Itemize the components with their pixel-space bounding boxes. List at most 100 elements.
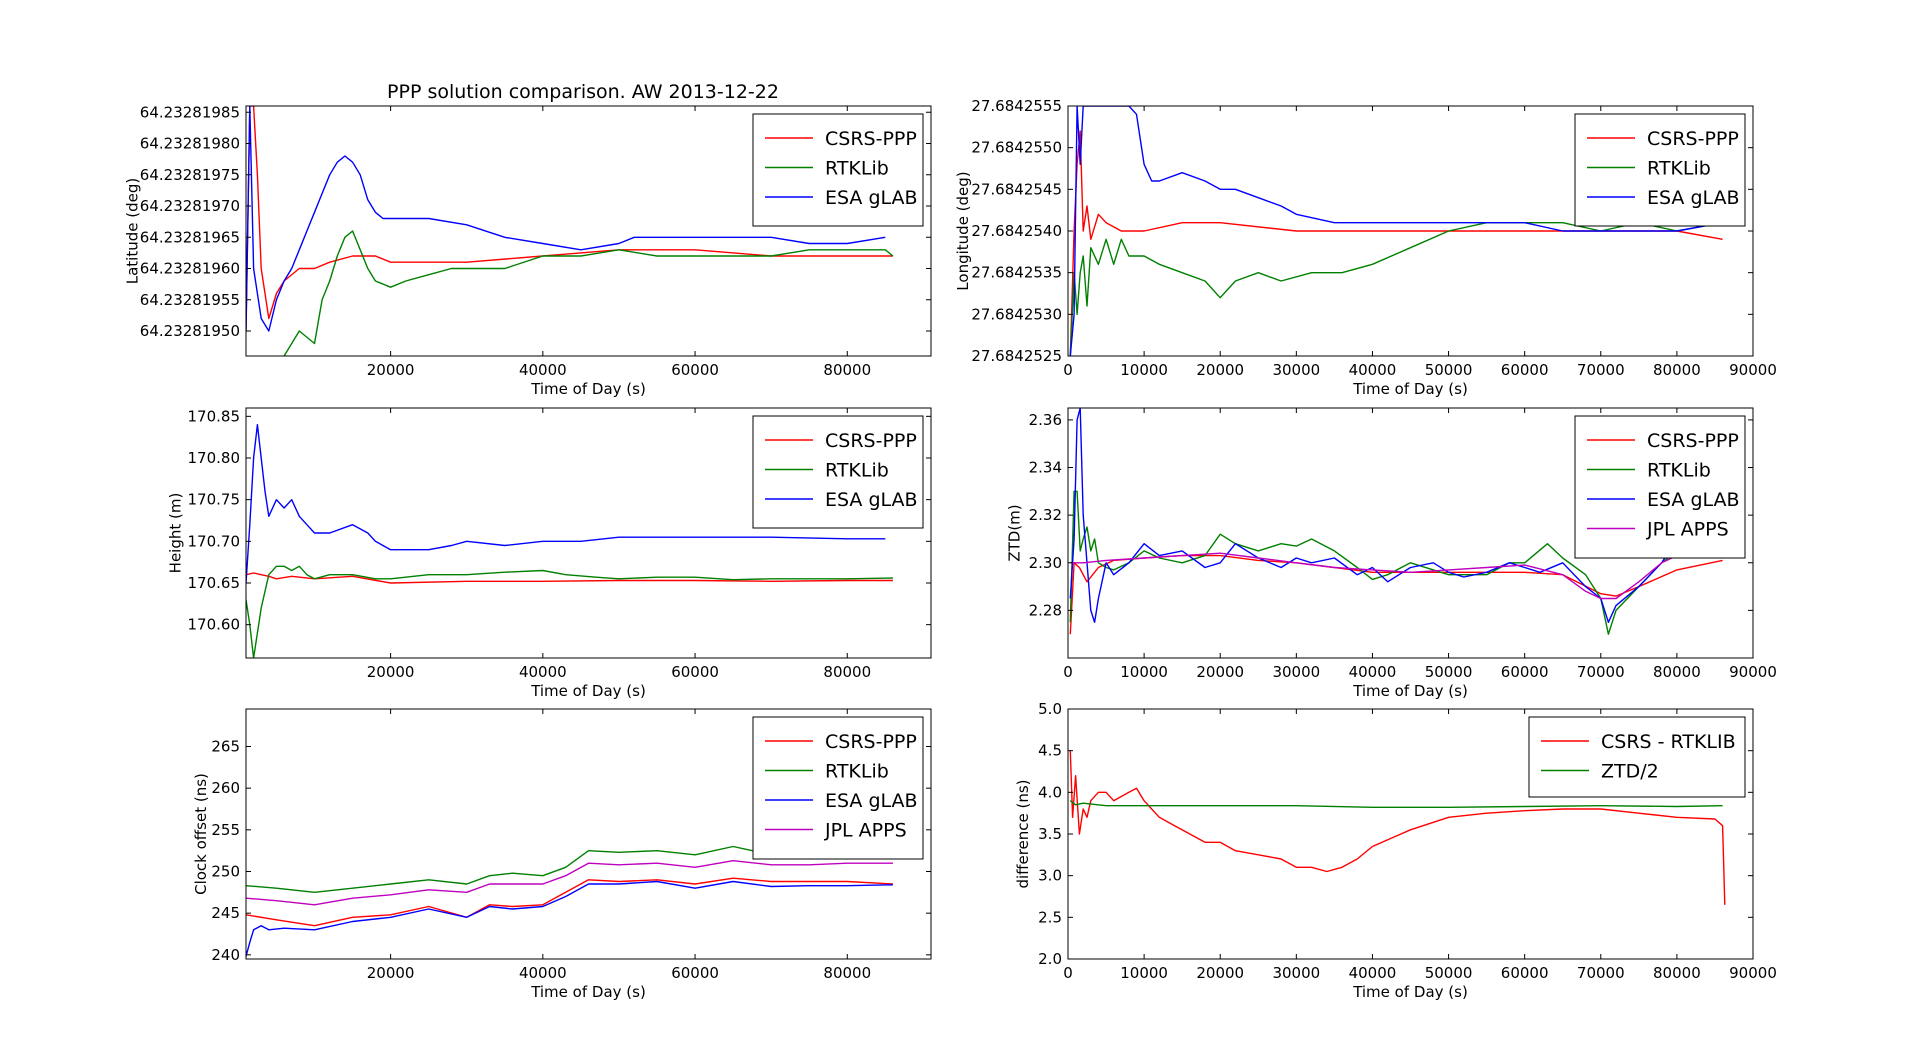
y-tick-label: 170.75 (188, 491, 241, 509)
y-tick-label: 27.6842550 (971, 139, 1062, 157)
series-line-esa-glab (1069, 408, 1723, 623)
x-tick-label: 30000 (1272, 361, 1320, 379)
y-tick-label: 64.23281975 (140, 166, 240, 184)
x-tick-label: 80000 (1653, 361, 1701, 379)
x-tick-label: 90000 (1729, 964, 1777, 982)
subplot-ztd: 0 10000 20000 30000 40000 50000 60000 70000 8000… (1006, 407, 1777, 700)
legend-label: RTKLib (1647, 460, 1711, 482)
x-tick-label: 80000 (1653, 663, 1701, 681)
axes-frame (245, 708, 932, 960)
y-tick-label: 2.32 (1029, 506, 1062, 524)
series-group (1069, 106, 1723, 356)
y-tick-label: 240 (211, 946, 240, 964)
x-axis-label: Time of Day (s) (530, 380, 646, 398)
legend-label: CSRS-PPP (1647, 430, 1739, 452)
y-tick-label: 4.5 (1038, 742, 1062, 760)
y-tick-label: 260 (211, 779, 240, 797)
y-tick-label: 27.6842525 (971, 347, 1062, 365)
x-tick-label: 10000 (1120, 361, 1168, 379)
series-group (246, 845, 894, 957)
legend-label: JPL APPS (1646, 519, 1729, 541)
y-axis-label: ZTD(m) (1006, 504, 1024, 561)
x-tick-label: 0 (1063, 663, 1073, 681)
legend: CSRS-PPP RTKLib ESA gLAB JPL APPS (752, 716, 924, 860)
legend: CSRS-PPP RTKLib ESA gLAB (752, 113, 924, 227)
legend: CSRS-PPP RTKLib ESA gLAB (752, 415, 924, 529)
y-tick-label: 2.0 (1038, 950, 1062, 968)
y-tick-label: 27.6842545 (971, 180, 1062, 198)
subplot-lon: 0 10000 20000 30000 40000 50000 60000 70000 8000… (954, 97, 1777, 398)
x-tick-label: 60000 (671, 663, 719, 681)
legend-box (1574, 113, 1746, 227)
subplot-lat: 20000 40000 60000 80000 64.23281985 64.232819… (123, 103, 932, 398)
x-tick-label: 60000 (1501, 663, 1549, 681)
y-tick-label: 64.23281955 (140, 291, 240, 309)
legend-box (752, 415, 924, 529)
x-tick-label: 90000 (1729, 361, 1777, 379)
legend-label: ESA gLAB (825, 187, 918, 209)
x-axis-label: Time of Day (s) (1352, 682, 1468, 700)
x-tick-label: 40000 (1349, 663, 1397, 681)
x-tick-label: 20000 (1196, 361, 1244, 379)
series-line-csrs-rtklib (1069, 750, 1726, 905)
legend: CSRS - RTKLIB ZTD/2 (1528, 716, 1746, 798)
x-tick-label: 70000 (1577, 964, 1625, 982)
x-tick-label: 40000 (519, 361, 567, 379)
legend-label: RTKLib (825, 460, 889, 482)
x-tick-label: 60000 (671, 964, 719, 982)
subplots: 20000 40000 60000 80000 64.23281985 64.232819… (123, 97, 1776, 1001)
x-tick-label: 50000 (1425, 361, 1473, 379)
series-line-csrs-ppp (246, 877, 893, 927)
y-tick-label: 170.65 (188, 574, 241, 592)
series-line-rtklib (246, 565, 893, 658)
y-tick-label: 250 (211, 863, 240, 881)
axes-frame (1067, 407, 1754, 659)
legend-label: RTKLib (825, 158, 889, 180)
legend-label: CSRS - RTKLIB (1601, 731, 1736, 753)
x-tick-label: 60000 (671, 361, 719, 379)
x-tick-label: 50000 (1425, 964, 1473, 982)
x-axis-label: Time of Day (s) (1352, 983, 1468, 1001)
y-tick-label: 2.34 (1029, 459, 1062, 477)
x-tick-label: 20000 (1196, 663, 1244, 681)
legend-label: ESA gLAB (825, 489, 918, 511)
legend-box (1528, 716, 1746, 798)
y-tick-label: 170.70 (188, 532, 241, 550)
y-tick-label: 265 (211, 738, 240, 756)
legend-label: RTKLib (825, 761, 889, 783)
y-tick-label: 64.23281965 (140, 228, 240, 246)
figure-title: PPP solution comparison. AW 2013-12-22 (387, 81, 779, 103)
y-tick-label: 64.23281960 (140, 260, 240, 278)
x-tick-label: 80000 (823, 361, 871, 379)
legend-label: CSRS-PPP (825, 731, 917, 753)
y-tick-label: 3.0 (1038, 867, 1062, 885)
x-axis-label: Time of Day (s) (1352, 380, 1468, 398)
x-tick-label: 20000 (1196, 964, 1244, 982)
y-axis-label: Latitude (deg) (123, 178, 141, 284)
x-tick-label: 50000 (1425, 663, 1473, 681)
y-tick-label: 5.0 (1038, 700, 1062, 718)
x-tick-label: 0 (1063, 361, 1073, 379)
y-tick-label: 3.5 (1038, 825, 1062, 843)
x-tick-label: 20000 (367, 663, 415, 681)
y-tick-label: 2.28 (1029, 601, 1062, 619)
legend-label: CSRS-PPP (825, 430, 917, 452)
y-tick-label: 170.80 (188, 449, 241, 467)
x-tick-label: 90000 (1729, 663, 1777, 681)
series-line-esa-glab (246, 424, 886, 584)
y-axis-label: Height (m) (166, 493, 184, 574)
series-line-rtklib (1069, 221, 1723, 356)
y-tick-label: 2.30 (1029, 554, 1062, 572)
y-tick-label: 27.6842530 (971, 305, 1062, 323)
x-tick-label: 30000 (1272, 663, 1320, 681)
x-tick-label: 80000 (823, 663, 871, 681)
series-group (1069, 750, 1726, 905)
x-tick-label: 60000 (1501, 361, 1549, 379)
y-axis-label: Longitude (deg) (954, 171, 972, 290)
series-line-esa-glab (246, 880, 893, 957)
axes-frame (245, 407, 932, 659)
y-tick-label: 27.6842535 (971, 264, 1062, 282)
series-line-esa-glab (1069, 106, 1723, 356)
series-line-jpl-apps (246, 860, 893, 906)
x-tick-label: 80000 (823, 964, 871, 982)
